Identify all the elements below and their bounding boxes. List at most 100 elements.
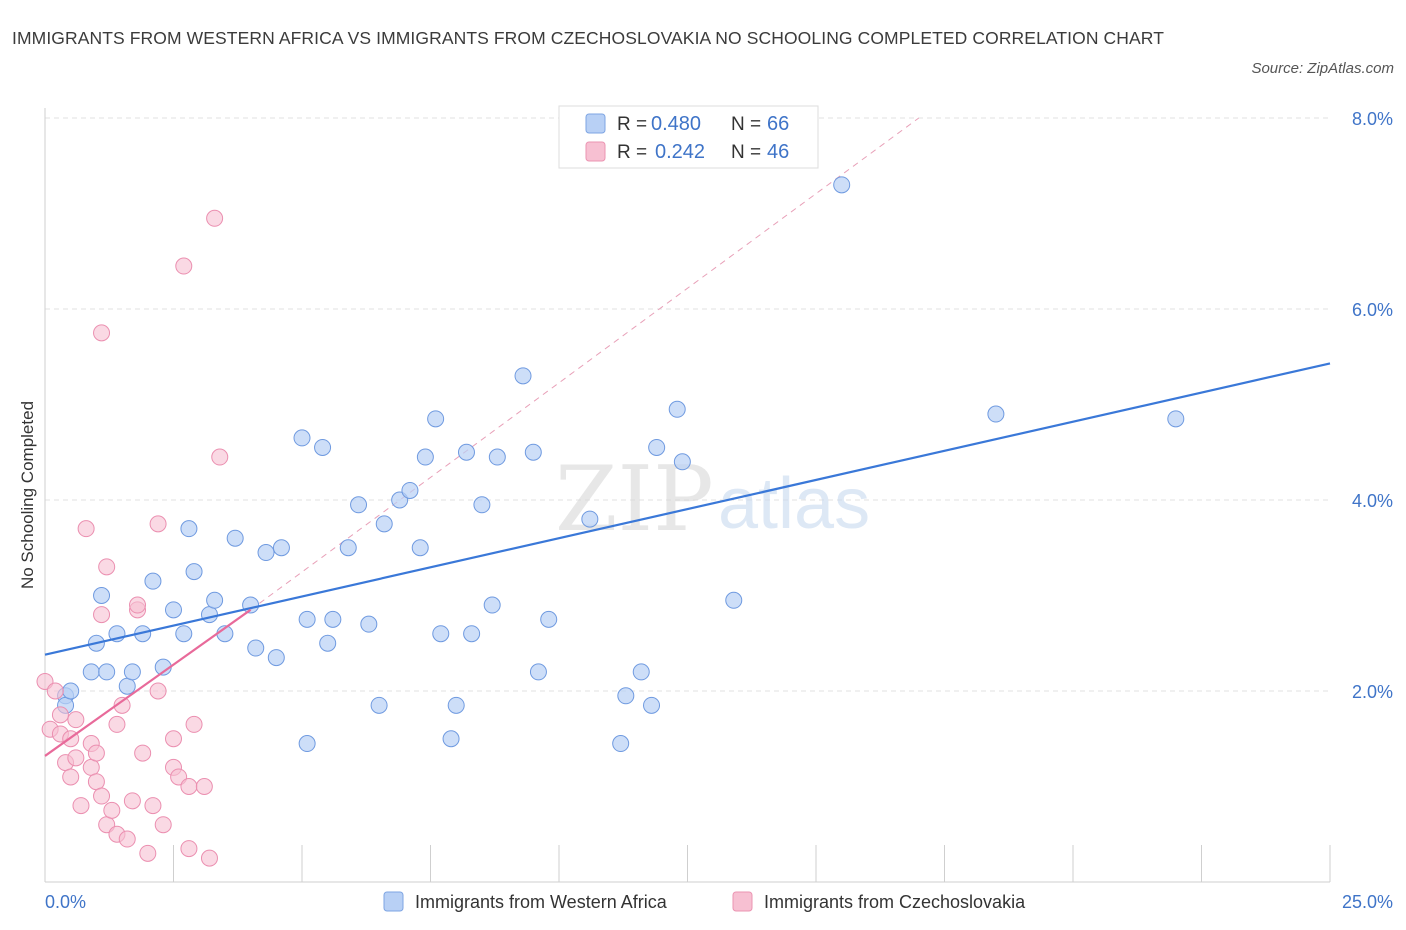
y-tick-label-0: 2.0% [1352, 682, 1393, 702]
point-czechoslovakia-11 [77, 520, 95, 538]
point-western-africa-36 [375, 515, 393, 533]
point-western-africa-6 [98, 663, 116, 681]
point-czechoslovakia-45 [93, 324, 111, 342]
point-western-africa-26 [293, 429, 311, 447]
point-western-africa-28 [298, 735, 316, 753]
point-western-africa-23 [257, 544, 275, 562]
point-czechoslovakia-37 [175, 257, 193, 275]
point-czechoslovakia-24 [118, 830, 136, 848]
point-western-africa-44 [447, 696, 465, 714]
point-western-africa-65 [1167, 410, 1185, 428]
point-western-africa-63 [833, 176, 851, 194]
point-czechoslovakia-14 [87, 744, 105, 762]
point-western-africa-56 [617, 687, 635, 705]
point-western-africa-11 [144, 572, 162, 590]
point-western-africa-61 [673, 453, 691, 471]
legend-n-value-1: 66 [767, 113, 789, 135]
point-czechoslovakia-17 [93, 787, 111, 805]
data-points [36, 176, 1331, 867]
point-western-africa-29 [314, 438, 332, 456]
y-tick-label-3: 8.0% [1352, 109, 1393, 129]
point-western-africa-20 [226, 529, 244, 547]
point-czechoslovakia-39 [180, 840, 198, 858]
point-western-africa-52 [529, 663, 547, 681]
point-czechoslovakia-13 [82, 758, 100, 776]
point-czechoslovakia-33 [154, 816, 172, 834]
point-western-africa-51 [524, 443, 542, 461]
point-western-africa-60 [668, 400, 686, 418]
legend-n-label-1: N = [731, 114, 761, 135]
point-western-africa-31 [324, 610, 342, 628]
point-western-africa-3 [82, 663, 100, 681]
legend-r-value-1: 0.480 [651, 113, 701, 135]
point-western-africa-17 [200, 606, 218, 624]
point-western-africa-58 [643, 696, 661, 714]
point-czechoslovakia-9 [67, 749, 85, 767]
point-western-africa-38 [401, 481, 419, 499]
series-legend-label-2: Immigrants from Czechoslovakia [764, 892, 1026, 912]
point-czechoslovakia-10 [72, 797, 90, 815]
point-western-africa-47 [473, 496, 491, 514]
point-czechoslovakia-18 [98, 558, 116, 576]
point-western-africa-55 [612, 735, 630, 753]
point-western-africa-39 [411, 539, 429, 557]
x-tick-label-min: 0.0% [45, 892, 86, 912]
axes [44, 108, 1331, 883]
point-western-africa-50 [514, 367, 532, 385]
point-czechoslovakia-20 [103, 801, 121, 819]
series-legend-swatch-blue [383, 891, 404, 912]
watermark: ZIP atlas [555, 447, 870, 552]
point-czechoslovakia-7 [62, 768, 80, 786]
series-legend: Immigrants from Western Africa Immigrant… [383, 891, 1026, 912]
point-czechoslovakia-40 [185, 715, 203, 733]
y-tick-labels: 2.0% 4.0% 6.0% 8.0% [1352, 109, 1393, 702]
point-czechoslovakia-27 [129, 596, 147, 614]
point-western-africa-45 [457, 443, 475, 461]
point-czechoslovakia-2 [46, 682, 64, 700]
point-czechoslovakia-43 [206, 209, 224, 227]
point-czechoslovakia-8 [67, 711, 85, 729]
point-czechoslovakia-25 [123, 792, 141, 810]
point-western-africa-54 [581, 510, 599, 528]
point-czechoslovakia-44 [211, 448, 229, 466]
legend-r-label-2: R = [617, 142, 647, 163]
point-western-africa-30 [319, 634, 337, 652]
point-western-africa-27 [298, 610, 316, 628]
legend-swatch-pink [585, 141, 606, 162]
point-czechoslovakia-32 [149, 515, 167, 533]
y-tick-label-2: 6.0% [1352, 300, 1393, 320]
point-czechoslovakia-16 [93, 606, 111, 624]
point-czechoslovakia-42 [200, 849, 218, 867]
point-western-africa-57 [632, 663, 650, 681]
point-western-africa-40 [416, 448, 434, 466]
point-western-africa-2 [62, 682, 80, 700]
point-czechoslovakia-38 [180, 778, 198, 795]
point-western-africa-13 [165, 601, 182, 619]
point-western-africa-46 [463, 625, 481, 643]
point-western-africa-48 [483, 596, 501, 614]
point-western-africa-35 [370, 696, 388, 714]
point-western-africa-59 [648, 438, 666, 456]
point-czechoslovakia-30 [144, 797, 162, 815]
point-western-africa-41 [427, 410, 445, 428]
legend-swatch-blue [585, 113, 606, 134]
point-czechoslovakia-4 [51, 706, 69, 724]
point-western-africa-64 [987, 405, 1005, 423]
point-western-africa-25 [267, 649, 285, 667]
point-western-africa-16 [185, 563, 203, 581]
legend-r-label-1: R = [617, 114, 647, 135]
point-western-africa-32 [339, 539, 357, 557]
point-czechoslovakia-35 [165, 730, 182, 748]
point-czechoslovakia-15 [87, 773, 105, 791]
point-western-africa-24 [272, 539, 290, 557]
y-tick-label-1: 4.0% [1352, 491, 1393, 511]
source-credit: Source: ZipAtlas.com [1251, 60, 1394, 77]
point-western-africa-34 [360, 615, 378, 633]
point-western-africa-53 [540, 610, 558, 628]
point-western-africa-33 [350, 496, 368, 514]
point-western-africa-15 [180, 520, 198, 538]
series-legend-swatch-pink [732, 891, 753, 912]
point-western-africa-18 [206, 591, 224, 609]
point-western-africa-8 [118, 677, 136, 695]
point-western-africa-43 [442, 730, 460, 748]
